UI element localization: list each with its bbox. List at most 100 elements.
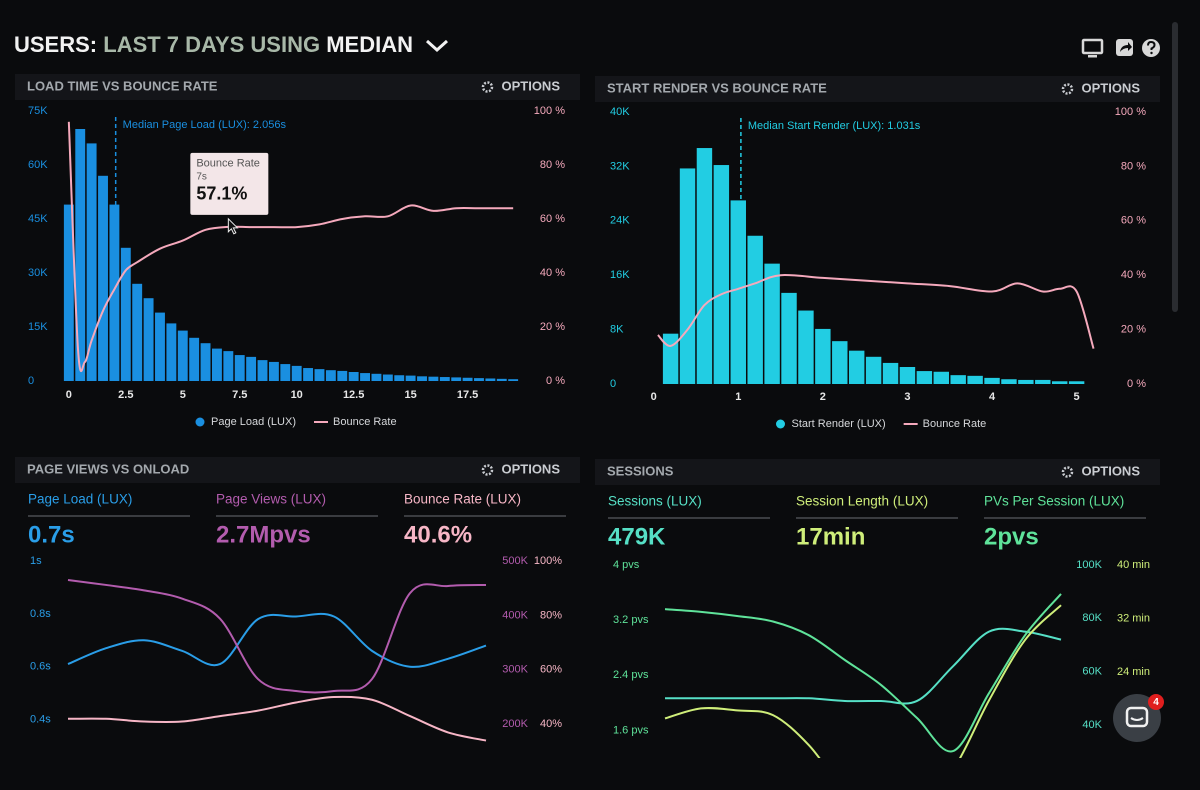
panel-title: START RENDER VS BOUNCE RATE [607,80,827,95]
bar [865,356,882,384]
y-tick-label: 2.4 pvs [613,669,649,681]
share-icon[interactable] [1116,39,1133,56]
legend-item[interactable]: Bounce Rate [903,418,987,430]
y-tick-label: 45K [28,213,48,225]
y2-tick-label: 0 % [546,375,565,387]
bar [223,351,234,381]
y-tick-label: 24K [610,215,630,227]
x-tick-label: 0 [651,391,657,403]
x-tick-label: 15 [405,389,417,401]
bar [382,374,393,381]
bar [798,310,814,384]
bar [314,369,325,381]
help-icon[interactable] [1142,39,1160,57]
options-button[interactable]: OPTIONS [1061,463,1140,478]
bar [394,375,405,381]
y2-tick-label: 500K [502,555,528,567]
monitor-screen [1081,38,1104,55]
help-mark [1147,40,1156,50]
median-label: Median Page Load (LUX): 2.056s [123,119,287,131]
bar [899,367,916,384]
bar [1001,379,1017,384]
options-button[interactable]: OPTIONS [481,461,560,476]
bar [268,361,279,381]
chat-icon [1125,706,1149,728]
metric-label: Page Load (LUX) [28,492,132,507]
bar [967,375,983,384]
y2-tick-label: 40 % [540,267,565,279]
plot-area [664,593,1062,758]
monitor-stand [1088,55,1097,58]
metric-label: Page Views (LUX) [216,492,326,507]
y2-tick-label: 20 % [540,321,565,333]
line [664,604,1062,758]
y2-tick-label: 80 % [1121,160,1146,172]
bar [1035,379,1051,384]
bar [155,312,165,381]
tooltip-title: Bounce Rate [196,158,260,170]
metric-value: 479K [608,523,666,550]
tooltip-value: 57.1% [196,184,247,204]
panel-header [595,459,1160,485]
options-button[interactable]: OPTIONS [481,78,560,93]
bar [234,355,245,381]
bar [120,247,131,381]
dropdown-chevron[interactable] [425,39,449,53]
bar [417,376,427,381]
title-stat[interactable]: MEDIAN [326,32,413,57]
metric-value: 2pvs [984,523,1039,550]
line [67,612,487,668]
legend-item[interactable]: Page Load (LUX) [195,416,297,428]
x-tick-label: 12.5 [343,389,364,401]
options-button[interactable]: OPTIONS [1061,80,1140,95]
chat-smile [1130,717,1144,721]
legend-item[interactable]: Start Render (LUX) [776,418,886,430]
plot-area [657,148,1095,384]
y2-tick-label: 60 % [540,213,565,225]
y-tick-label: 75K [28,105,48,117]
y2-tick-label: 200K [502,718,528,730]
bar [730,200,746,384]
metric-label: PVs Per Session (LUX) [984,494,1124,509]
legend-item[interactable]: Bounce Rate [314,416,397,428]
bar [86,143,97,381]
y2-tick-label: 100K [1076,559,1102,571]
y2-tick-label: 60K [1082,666,1102,678]
legend-dot [195,417,205,427]
y3-tick-label: 80% [540,609,562,621]
bar [679,168,696,384]
bar [371,373,382,381]
scrollbar[interactable] [1172,22,1178,312]
options-gear [481,81,494,93]
x-tick-label: 3 [904,391,910,403]
panel-header [595,76,1160,102]
bar [781,292,797,384]
metric-value: 0.7s [28,521,75,548]
y2-tick-label: 80K [1082,612,1102,624]
chat-button[interactable]: 4 [1113,694,1164,742]
bar [1051,381,1068,384]
y-tick-label: 0.8s [30,608,51,620]
y2-tick-label: 80 % [540,159,565,171]
dashboard-title: USERS: LAST 7 DAYS USING MEDIAN [14,32,413,57]
bar [166,323,177,381]
legend-label: Bounce Rate [333,416,397,428]
median-label: Median Start Render (LUX): 1.031s [748,120,921,132]
bar [764,263,780,384]
y2-tick-label: 300K [502,664,528,676]
bar [508,379,519,381]
bar [405,375,416,381]
monitor-icon[interactable] [1081,38,1104,58]
bar [75,129,86,381]
title-period[interactable]: LAST 7 DAYS [103,32,244,57]
plot-area [67,579,487,742]
y-tick-label: 0.4s [30,713,51,725]
bar [360,373,371,381]
chat-badge-count: 4 [1153,697,1159,708]
x-tick-label: 1 [735,391,741,403]
panel-title: PAGE VIEWS VS ONLOAD [27,461,189,476]
x-tick-label: 4 [989,391,996,403]
bar [211,348,222,381]
bar [439,377,450,381]
metric-label: Bounce Rate (LUX) [404,492,521,507]
